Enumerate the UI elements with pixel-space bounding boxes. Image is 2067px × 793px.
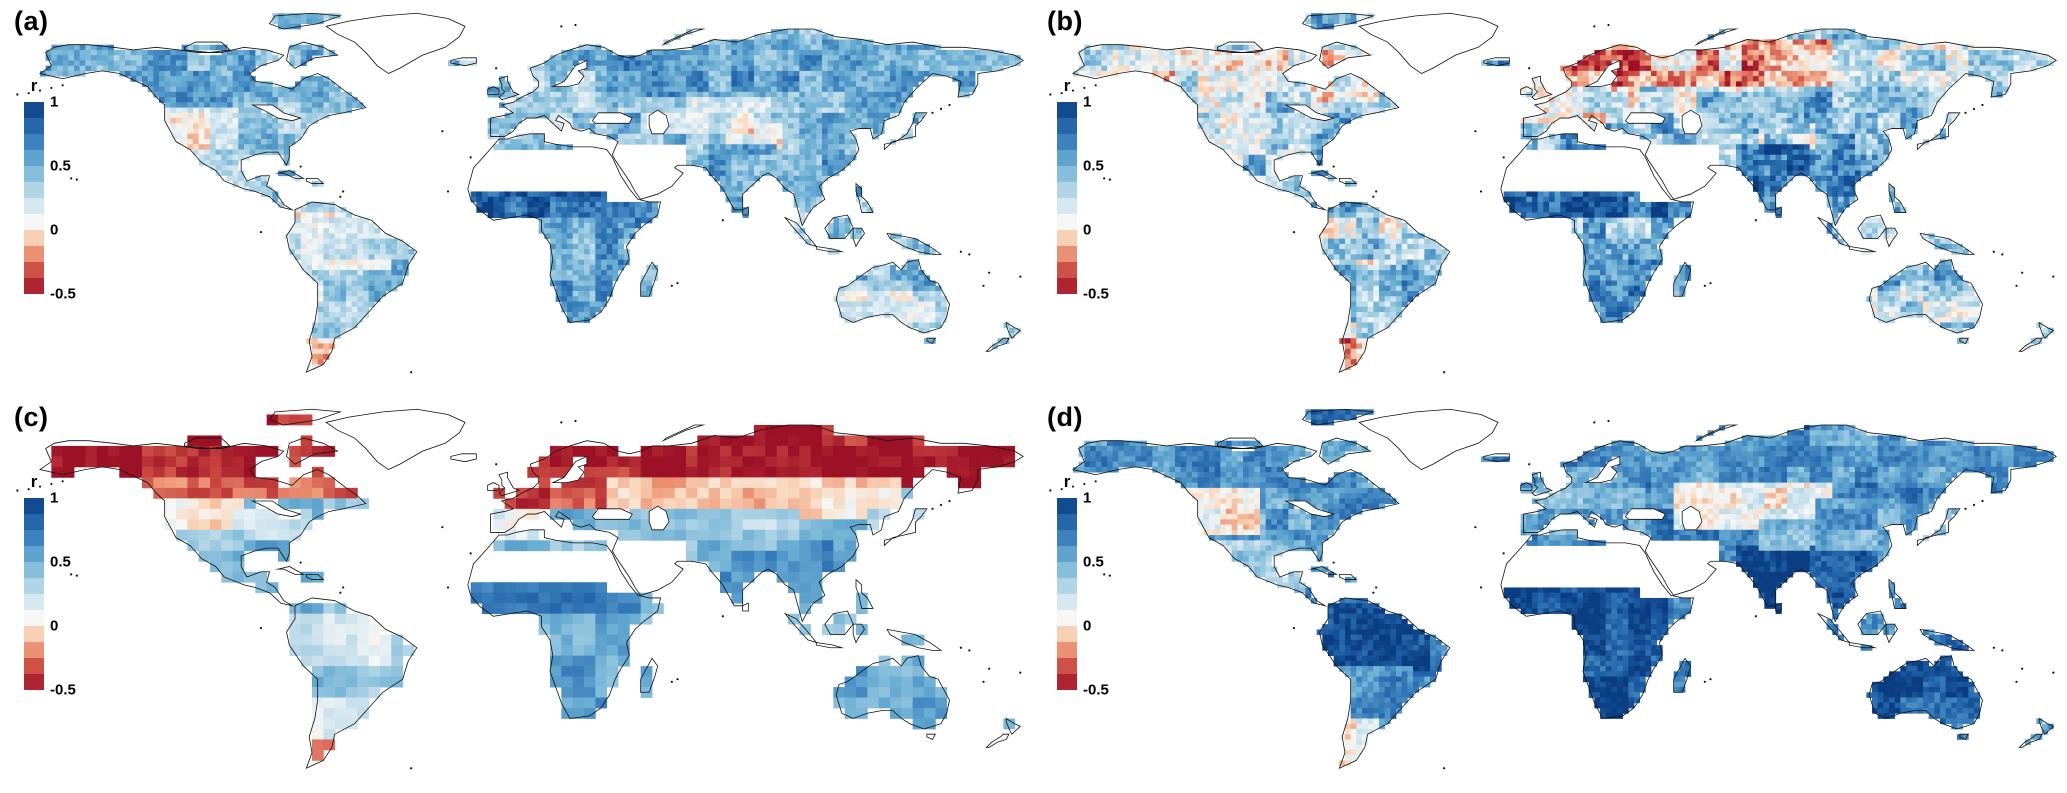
colorbar-gradient bbox=[24, 102, 44, 294]
tick-label: 1 bbox=[1083, 489, 1092, 507]
colorbar-title: r bbox=[30, 76, 38, 95]
tick-label: 0.5 bbox=[50, 157, 71, 175]
panel-label-c: (c) bbox=[14, 402, 49, 432]
colorbar-b: r 1 0.5 0 -0.5 bbox=[1057, 76, 1109, 303]
world-map-a bbox=[6, 8, 1026, 388]
colorbar-gradient bbox=[1057, 498, 1077, 690]
colorbar-gradient bbox=[24, 498, 44, 690]
panel-label-a: (a) bbox=[14, 6, 49, 36]
tick-label: 0 bbox=[1083, 221, 1092, 239]
colorbar-title: r bbox=[1063, 76, 1071, 95]
world-map-d bbox=[1039, 404, 2059, 784]
colorbar-d: r 1 0.5 0 -0.5 bbox=[1057, 472, 1109, 699]
tick-label: -0.5 bbox=[50, 285, 76, 303]
tick-label: 1 bbox=[50, 489, 59, 507]
tick-label: 0 bbox=[1083, 617, 1092, 635]
colorbar-gradient bbox=[1057, 102, 1077, 294]
tick-label: 1 bbox=[50, 93, 59, 111]
panel-a: (a) r 1 0.5 0 -0.5 bbox=[0, 0, 1033, 396]
tick-label: -0.5 bbox=[50, 681, 76, 699]
tick-label: 0 bbox=[50, 617, 59, 635]
tick-label: -0.5 bbox=[1083, 681, 1109, 699]
panel-d: (d) r 1 0.5 0 -0.5 bbox=[1033, 396, 2067, 793]
tick-label: 1 bbox=[1083, 93, 1092, 111]
colorbar-c: r 1 0.5 0 -0.5 bbox=[24, 472, 76, 699]
panel-label-d: (d) bbox=[1047, 402, 1083, 432]
tick-label: -0.5 bbox=[1083, 285, 1109, 303]
colorbar-title: r bbox=[30, 472, 38, 491]
tick-label: 0.5 bbox=[1083, 553, 1104, 571]
tick-label: 0.5 bbox=[50, 553, 71, 571]
panel-c: (c) r 1 0.5 0 -0.5 bbox=[0, 396, 1033, 793]
colorbar-a: r 1 0.5 0 -0.5 bbox=[24, 76, 76, 303]
world-map-c bbox=[6, 404, 1026, 784]
tick-label: 0 bbox=[50, 221, 59, 239]
panel-label-b: (b) bbox=[1047, 6, 1083, 36]
tick-label: 0.5 bbox=[1083, 157, 1104, 175]
colorbar-title: r bbox=[1063, 472, 1071, 491]
panel-b: (b) r 1 0.5 0 -0.5 bbox=[1033, 0, 2067, 396]
world-map-b bbox=[1039, 8, 2059, 388]
